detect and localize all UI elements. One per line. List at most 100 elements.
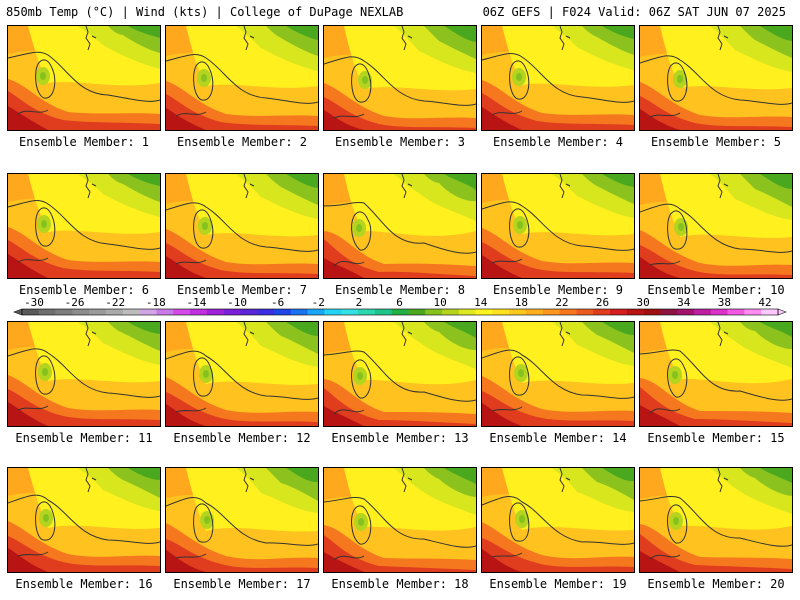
colorbar-swatch [190,309,208,315]
colorbar-tick-label: 30 [637,297,650,309]
colorbar-tick-label: -2 [312,297,325,309]
colorbar-swatch [425,309,443,315]
colorbar-left-arrow [13,308,23,316]
colorbar-swatch [257,309,275,315]
colorbar-tick-label: 38 [718,297,731,309]
colorbar-tick-label: 2 [356,297,363,309]
colorbar-tick-label: 34 [677,297,691,309]
ensemble-member-caption: Ensemble Member: 4 [492,135,624,149]
ensemble-member-map [323,173,477,279]
colorbar-tick-label: 42 [758,297,771,309]
colorbar-tick-label: -26 [65,297,85,309]
ensemble-member-caption: Ensemble Member: 2 [176,135,308,149]
ensemble-member-map [323,467,477,573]
colorbar-swatch [442,309,460,315]
colorbar-swatch [290,309,308,315]
ensemble-member-map [165,467,319,573]
colorbar-swatch [223,309,241,315]
ensemble-member-map [639,173,793,279]
colorbar-swatch [458,309,476,315]
ensemble-member-map [639,25,793,131]
ensemble-member-caption: Ensemble Member: 15 [647,431,785,445]
colorbar-swatch [576,309,594,315]
ensemble-member-caption: Ensemble Member: 12 [173,431,311,445]
colorbar-tick-label: -10 [227,297,247,309]
colorbar-swatch [240,309,258,315]
colorbar-swatch [694,309,712,315]
colorbar-swatch [89,309,107,315]
colorbar-swatch [509,309,527,315]
colorbar-swatch [206,309,224,315]
colorbar-swatch [391,309,409,315]
colorbar-tick-label: -18 [146,297,166,309]
colorbar-swatch [542,309,560,315]
colorbar-tick-label: -14 [187,297,207,309]
ensemble-member-map [481,173,635,279]
ensemble-member-caption: Ensemble Member: 6 [18,283,150,297]
colorbar-tick-label: -30 [24,297,44,309]
ensemble-member-map [165,25,319,131]
temperature-colorbar: -30 -26 -22 -18 -14 -10 -6 -2 2 6 10 14 18 22 26 30 34 38… [0,297,800,319]
colorbar-swatch [374,309,392,315]
colorbar-swatch [72,309,90,315]
colorbar-swatch [38,309,56,315]
colorbar-swatch [727,309,745,315]
ensemble-member-map [481,25,635,131]
colorbar-swatch [643,309,661,315]
colorbar-tick-label: 14 [474,297,488,309]
ensemble-member-caption: Ensemble Member: 17 [173,577,311,591]
colorbar-tick-label: 6 [396,297,403,309]
colorbar-swatch [22,309,40,315]
colorbar-swatch [677,309,695,315]
colorbar-swatch [324,309,342,315]
ensemble-member-caption: Ensemble Member: 19 [489,577,627,591]
ensemble-member-map [7,321,161,427]
colorbar-swatch [610,309,628,315]
ensemble-member-map [7,173,161,279]
ensemble-member-caption: Ensemble Member: 7 [176,283,308,297]
ensemble-member-caption: Ensemble Member: 9 [492,283,624,297]
ensemble-member-map [323,25,477,131]
ensemble-member-map [7,25,161,131]
colorbar-swatch [156,309,174,315]
colorbar-swatch [307,309,325,315]
ensemble-member-map [639,467,793,573]
ensemble-member-caption: Ensemble Member: 16 [15,577,153,591]
ensemble-member-caption: Ensemble Member: 14 [489,431,627,445]
model-run-valid-time: 06Z GEFS | F024 Valid: 06Z SAT JUN 07 20… [482,5,786,19]
colorbar-swatch [744,309,762,315]
map-title: 850mb Temp (°C) | Wind (kts) | College o… [6,5,404,19]
colorbar-tick-label: -22 [105,297,125,309]
colorbar-swatch [139,309,157,315]
colorbar-swatch [593,309,611,315]
ensemble-member-map [323,321,477,427]
colorbar-swatch [341,309,359,315]
ensemble-member-caption: Ensemble Member: 13 [331,431,469,445]
colorbar-swatch [173,309,191,315]
colorbar-right-arrow [777,308,787,316]
ensemble-member-caption: Ensemble Member: 20 [647,577,785,591]
ensemble-member-map [165,321,319,427]
ensemble-member-caption: Ensemble Member: 3 [334,135,466,149]
colorbar-swatch [358,309,376,315]
ensemble-member-caption: Ensemble Member: 5 [650,135,782,149]
colorbar-swatch [526,309,544,315]
colorbar-tick-label: 10 [433,297,446,309]
ensemble-member-map [481,321,635,427]
ensemble-member-map [165,173,319,279]
colorbar-tick-label: 26 [596,297,609,309]
colorbar-swatch [408,309,426,315]
colorbar-tick-label: -6 [271,297,284,309]
ensemble-member-caption: Ensemble Member: 11 [15,431,153,445]
colorbar-tick-label: 18 [515,297,528,309]
colorbar-swatch [55,309,73,315]
ensemble-member-caption: Ensemble Member: 18 [331,577,469,591]
colorbar-swatch [492,309,510,315]
colorbar-swatch [559,309,577,315]
ensemble-member-caption: Ensemble Member: 1 [18,135,150,149]
colorbar-swatch [106,309,124,315]
colorbar-tick-label: 22 [555,297,568,309]
colorbar-swatch [660,309,678,315]
ensemble-member-map [639,321,793,427]
ensemble-member-caption: Ensemble Member: 10 [647,283,785,297]
